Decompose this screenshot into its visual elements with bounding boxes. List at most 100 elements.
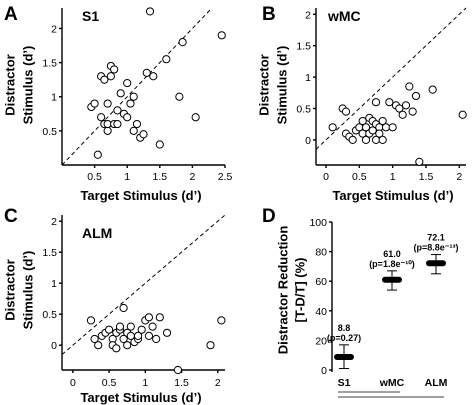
data-point xyxy=(381,123,391,132)
data-point xyxy=(93,150,102,159)
data-point xyxy=(126,99,135,108)
panel-letter: D xyxy=(262,206,276,227)
data-point xyxy=(123,341,132,350)
y-axis-label: [T-D/T] (%) xyxy=(293,258,308,323)
y-tick-label: 2 xyxy=(51,216,57,228)
data-point xyxy=(378,135,387,144)
y-tick-label: 0.5 xyxy=(42,309,57,321)
data-point xyxy=(155,313,164,322)
x-axis-label: Target Stimulus (d’) xyxy=(332,188,453,203)
data-point xyxy=(358,116,367,126)
data-point xyxy=(90,334,99,344)
data-point xyxy=(395,104,404,113)
value-label: 61.0 xyxy=(383,249,401,259)
data-point xyxy=(132,119,142,129)
data-point xyxy=(375,129,384,138)
data-point xyxy=(405,82,414,91)
x-axis-label: Target Stimulus (d’) xyxy=(80,390,201,405)
data-point xyxy=(112,344,121,353)
p-value-label: (p=0.27) xyxy=(327,333,361,343)
panel-tag: S1 xyxy=(82,8,99,24)
data-point xyxy=(401,101,411,110)
data-point xyxy=(103,126,112,135)
data-point xyxy=(368,126,377,135)
data-point xyxy=(361,123,371,132)
data-point xyxy=(116,89,125,98)
category-label: wMC xyxy=(379,377,405,389)
y-tick-label: 1.5 xyxy=(42,247,57,259)
data-point xyxy=(175,92,184,101)
data-point xyxy=(152,334,161,344)
y-tick-label: 2 xyxy=(305,9,311,21)
data-point xyxy=(206,341,215,350)
x-tick-label: 1 xyxy=(142,377,148,389)
y-tick-label: 1.5 xyxy=(296,41,311,53)
data-point xyxy=(408,107,417,116)
data-point xyxy=(361,135,371,144)
y-tick-label: 100 xyxy=(309,217,327,229)
panel-c: C ALM 0 0.5 1 1.5 2 0 0.5 1 1.5 2 Target Stimulus (d… xyxy=(3,206,226,405)
mean-marker xyxy=(334,353,354,360)
data-point xyxy=(113,106,122,115)
y-tick-label: 1.5 xyxy=(42,58,57,70)
y-axis-label: Stimulus (d’) xyxy=(275,46,290,125)
unity-line xyxy=(315,7,467,150)
y-axis-label: Stimulus (d’) xyxy=(21,46,36,125)
data-point xyxy=(129,92,138,101)
category-label: ALM xyxy=(425,377,448,389)
panel-letter: C xyxy=(4,206,18,227)
y-axis-label: Stimulus (d’) xyxy=(21,251,36,330)
data-point xyxy=(162,328,172,337)
data-point xyxy=(100,75,109,84)
data-point xyxy=(173,365,183,375)
x-tick-label: 2.5 xyxy=(218,171,233,183)
y-tick-label: 40 xyxy=(315,306,327,318)
data-point xyxy=(129,126,138,135)
y-tick-label: 2 xyxy=(51,23,57,35)
data-point xyxy=(217,316,226,325)
data-point xyxy=(119,303,128,313)
data-point xyxy=(110,65,119,74)
p-value-label: (p=8.8e⁻¹³) xyxy=(413,243,458,253)
data-point xyxy=(378,116,387,126)
mean-marker xyxy=(382,276,402,283)
y-axis-label: Distractor Reduction xyxy=(276,226,291,355)
data-point xyxy=(142,68,151,77)
data-point xyxy=(178,38,187,47)
panel-tag: ALM xyxy=(82,225,112,241)
data-point xyxy=(458,110,467,119)
data-point xyxy=(94,341,103,350)
data-point xyxy=(385,98,394,107)
y-tick-label: 1 xyxy=(51,278,57,290)
y-tick-label: 1 xyxy=(305,72,311,84)
data-point xyxy=(411,91,421,101)
data-point xyxy=(90,99,99,108)
data-point xyxy=(123,113,132,122)
x-tick-label: 0.5 xyxy=(87,171,102,183)
unity-line xyxy=(61,214,226,355)
panel-letter: B xyxy=(262,4,276,25)
y-tick-label: 0 xyxy=(305,135,311,147)
data-point xyxy=(144,313,154,322)
x-tick-label: 0 xyxy=(70,377,76,389)
y-tick-label: 20 xyxy=(315,335,327,347)
data-point xyxy=(162,55,171,64)
data-point xyxy=(388,123,397,132)
data-point xyxy=(348,135,357,144)
data-point xyxy=(106,72,116,81)
x-tick-label: 2 xyxy=(456,171,462,183)
data-point xyxy=(341,107,351,116)
x-tick-label: 1.5 xyxy=(419,171,434,183)
x-tick-label: 1.5 xyxy=(174,377,189,389)
data-point xyxy=(133,331,143,340)
data-point xyxy=(103,99,112,108)
panel-letter: A xyxy=(4,4,18,25)
panel-a: A S1 0.5 1 1.5 2 2.5 0.5 1 1.5 2 Target Stimulus (d… xyxy=(3,4,233,203)
data-point xyxy=(217,31,226,40)
x-tick-label: 0 xyxy=(323,171,329,183)
data-point xyxy=(119,334,128,344)
panel-d: D 0 20 40 60 80 100 Distractor Reduction [T-D/T]… xyxy=(262,206,459,398)
y-tick-label: 0.5 xyxy=(296,103,311,115)
data-point xyxy=(191,113,200,122)
